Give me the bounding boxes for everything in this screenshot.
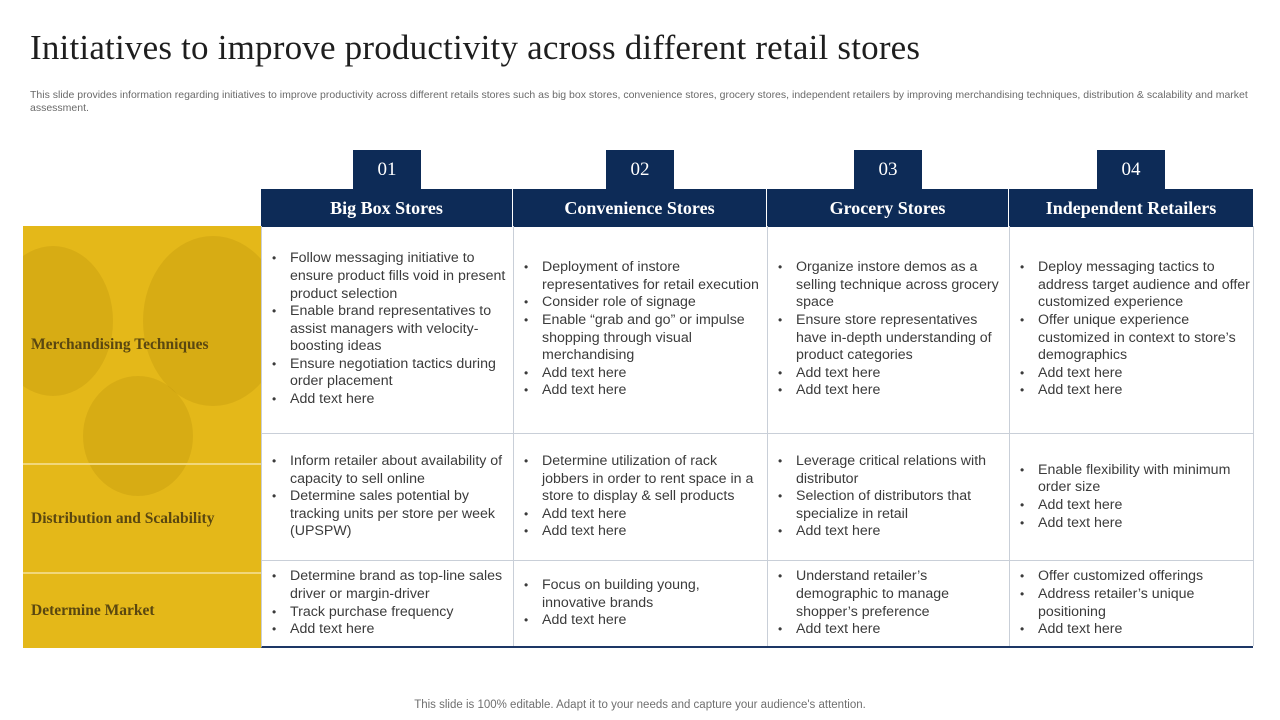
table-cell: Offer customized offerings Address retai…: [1010, 561, 1254, 646]
table-cell: Follow messaging initiative to ensure pr…: [262, 226, 514, 434]
table-header: Big Box Stores Convenience Stores Grocer…: [261, 189, 1253, 227]
page-title: Initiatives to improve productivity acro…: [30, 28, 921, 67]
table-cell: Focus on building young, innovative bran…: [514, 561, 768, 646]
bullet-item: Add text here: [778, 365, 1009, 383]
bullet-item: Add text here: [1020, 515, 1253, 533]
bullet-item: Determine sales potential by tracking un…: [272, 488, 513, 541]
row-divider: [23, 463, 261, 465]
bullet-item: Determine utilization of rack jobbers in…: [524, 453, 767, 506]
bullet-item: Determine brand as top-line sales driver…: [272, 568, 513, 603]
initiatives-table: Follow messaging initiative to ensure pr…: [261, 226, 1254, 648]
bullet-item: Add text here: [1020, 621, 1253, 639]
bullet-item: Organize instore demos as a selling tech…: [778, 259, 1009, 312]
table-cell: Deploy messaging tactics to address targ…: [1010, 226, 1254, 434]
bullet-item: Track purchase frequency: [272, 604, 513, 622]
table-cell: Understand retailer’s demographic to man…: [768, 561, 1010, 646]
bullet-item: Add text here: [272, 391, 513, 409]
bullet-item: Enable flexibility with minimum order si…: [1020, 462, 1253, 497]
bullet-item: Add text here: [778, 523, 1009, 541]
page-subtitle: This slide provides information regardin…: [30, 89, 1248, 114]
background-photo-figure: [83, 376, 193, 496]
bullet-item: Add text here: [272, 621, 513, 639]
column-number-3: 03: [854, 150, 922, 189]
bullet-item: Focus on building young, innovative bran…: [524, 577, 767, 612]
column-number-4: 04: [1097, 150, 1165, 189]
bullet-item: Add text here: [524, 365, 767, 383]
table-cell: Leverage critical relations with distrib…: [768, 434, 1010, 561]
bullet-item: Enable “grab and go” or impulse shopping…: [524, 312, 767, 365]
table-cell: Organize instore demos as a selling tech…: [768, 226, 1010, 434]
bullet-item: Add text here: [524, 523, 767, 541]
table-cell: Inform retailer about availability of ca…: [262, 434, 514, 561]
bullet-item: Deploy messaging tactics to address targ…: [1020, 259, 1253, 312]
bullet-item: Selection of distributors that specializ…: [778, 488, 1009, 523]
bullet-item: Offer unique experience customized in co…: [1020, 312, 1253, 365]
footer-note: This slide is 100% editable. Adapt it to…: [414, 699, 866, 711]
bullet-item: Understand retailer’s demographic to man…: [778, 568, 1009, 621]
column-header-grocery: Grocery Stores: [767, 189, 1009, 227]
column-header-big-box: Big Box Stores: [261, 189, 513, 227]
bullet-item: Offer customized offerings: [1020, 568, 1253, 586]
row-label-merchandising: Merchandising Techniques: [31, 336, 209, 353]
bullet-item: Add text here: [1020, 382, 1253, 400]
column-header-independent: Independent Retailers: [1045, 197, 1217, 218]
table-cell: Enable flexibility with minimum order si…: [1010, 434, 1254, 561]
bullet-item: Consider role of signage: [524, 294, 767, 312]
table-cell: Determine brand as top-line sales driver…: [262, 561, 514, 646]
bullet-item: Add text here: [1020, 497, 1253, 515]
bullet-item: Inform retailer about availability of ca…: [272, 453, 513, 488]
bullet-item: Add text here: [524, 612, 767, 630]
background-photo-figure: [143, 236, 261, 406]
bullet-item: Add text here: [778, 621, 1009, 639]
row-label-distribution: Distribution and Scalability: [31, 510, 215, 527]
bullet-item: Add text here: [778, 382, 1009, 400]
row-divider: [23, 572, 261, 574]
column-number-1: 01: [353, 150, 421, 189]
bullet-item: Ensure negotiation tactics during order …: [272, 356, 513, 391]
table-cell: Determine utilization of rack jobbers in…: [514, 434, 768, 561]
bullet-item: Add text here: [524, 506, 767, 524]
bullet-item: Add text here: [524, 382, 767, 400]
table-cell: Deployment of instore representatives fo…: [514, 226, 768, 434]
bullet-item: Enable brand representatives to assist m…: [272, 303, 513, 356]
column-header-convenience: Convenience Stores: [513, 189, 767, 227]
bullet-item: Leverage critical relations with distrib…: [778, 453, 1009, 488]
bullet-item: Follow messaging initiative to ensure pr…: [272, 250, 513, 303]
bullet-item: Deployment of instore representatives fo…: [524, 259, 767, 294]
bullet-item: Ensure store representatives have in-dep…: [778, 312, 1009, 365]
row-label-panel: Merchandising Techniques Distribution an…: [23, 226, 261, 648]
column-number-2: 02: [606, 150, 674, 189]
bullet-item: Add text here: [1020, 365, 1253, 383]
bullet-item: Address retailer’s unique positioning: [1020, 586, 1253, 621]
row-label-market: Determine Market: [31, 602, 155, 619]
